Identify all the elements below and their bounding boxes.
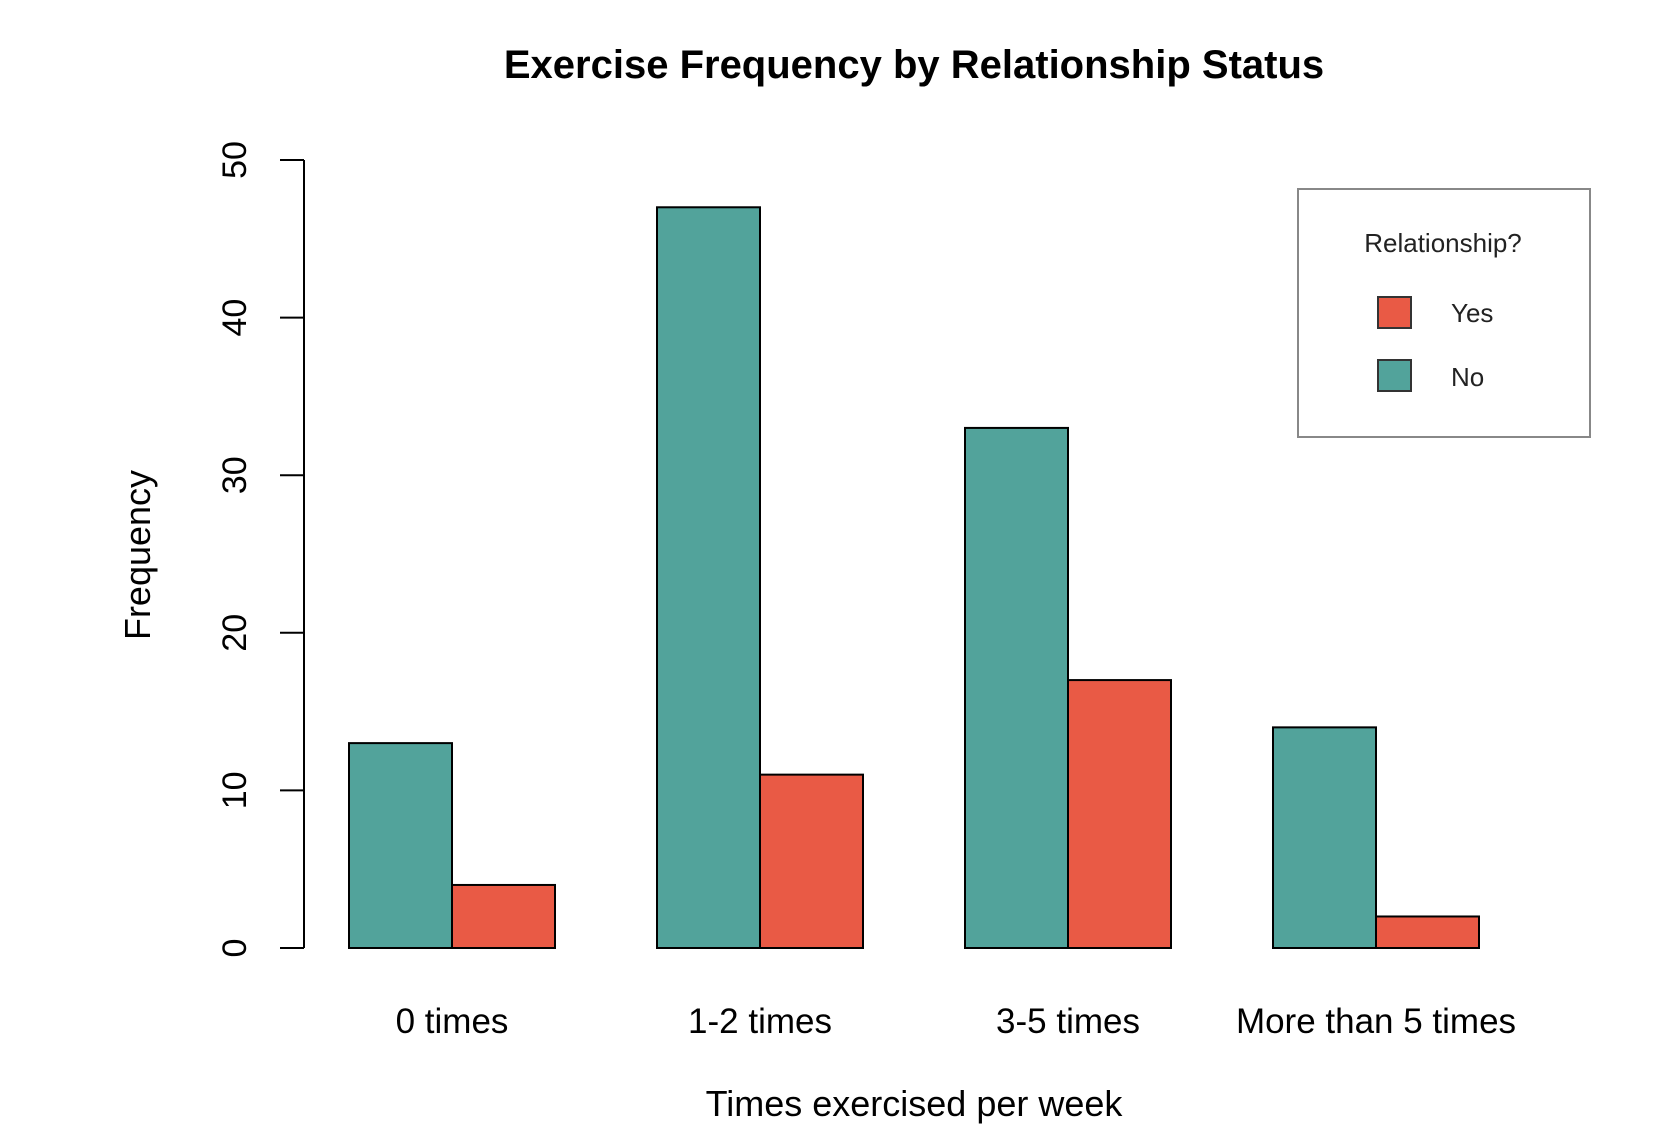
legend-label-yes: Yes — [1451, 298, 1493, 328]
category-labels: 0 times 1-2 times 3-5 times More than 5 tim… — [396, 1002, 1516, 1041]
legend-swatch-no — [1377, 359, 1412, 392]
y-tick-label: 40 — [216, 299, 254, 337]
bar-no-3 — [1272, 726, 1377, 949]
y-tick-label: 50 — [216, 141, 254, 179]
bars-group — [348, 206, 1480, 950]
x-category-label: 0 times — [396, 1002, 509, 1041]
bar-no-2 — [964, 426, 1069, 950]
legend-swatch-yes — [1377, 296, 1412, 329]
legend-title: Relationship? — [1364, 228, 1522, 258]
x-category-label: More than 5 times — [1236, 1002, 1516, 1041]
x-axis-label: Times exercised per week — [706, 1083, 1124, 1124]
bar-yes-1 — [759, 773, 864, 950]
legend-label-no: No — [1451, 362, 1484, 392]
y-tick-label: 30 — [216, 456, 254, 494]
y-tick-label: 20 — [216, 614, 254, 652]
legend-box — [1297, 188, 1591, 438]
y-axis: 0 10 20 30 40 50 — [216, 141, 305, 958]
x-category-label: 1-2 times — [688, 1002, 832, 1041]
bar-yes-2 — [1067, 679, 1172, 950]
y-axis-label: Frequency — [117, 470, 158, 640]
chart-title: Exercise Frequency by Relationship Statu… — [504, 43, 1324, 87]
bar-yes-0 — [451, 883, 556, 950]
y-tick-label: 0 — [216, 939, 254, 958]
bar-no-0 — [348, 742, 453, 949]
x-category-label: 3-5 times — [996, 1002, 1140, 1041]
bar-no-1 — [656, 206, 761, 949]
y-tick-label: 10 — [216, 771, 254, 809]
bar-yes-3 — [1375, 915, 1480, 949]
legend: Relationship? Yes No — [1297, 188, 1591, 438]
